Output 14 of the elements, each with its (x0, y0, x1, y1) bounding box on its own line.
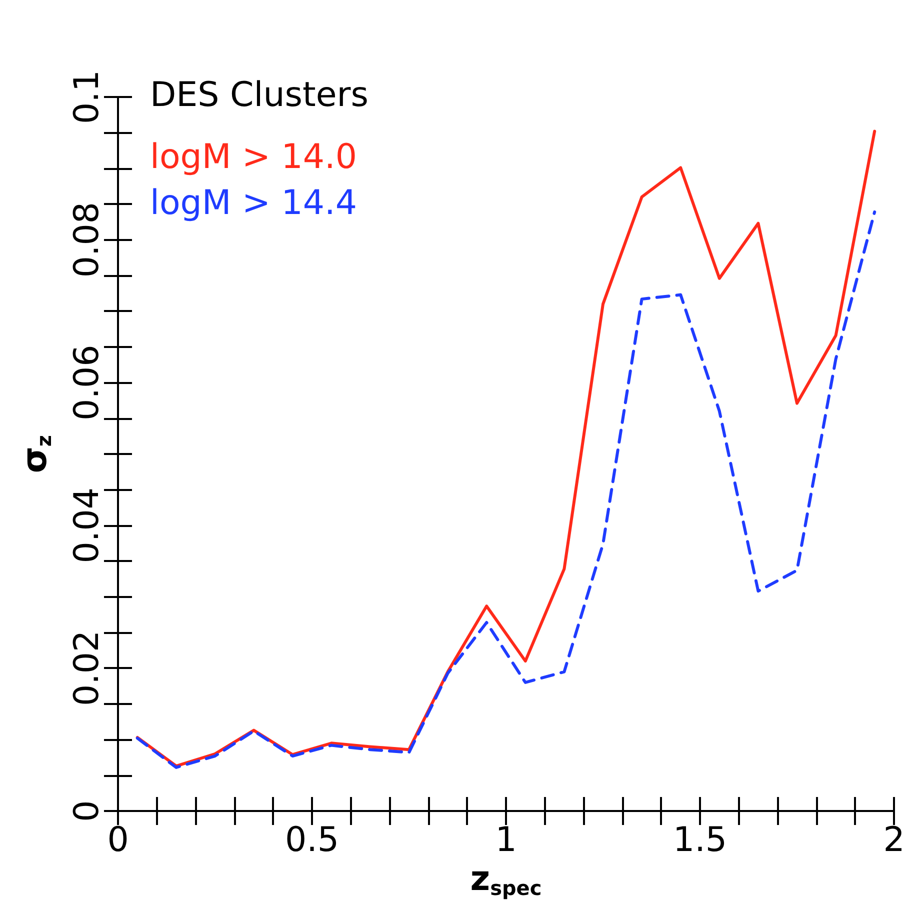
legend-title: DES Clusters (150, 75, 368, 115)
x-tick-label: 1 (495, 820, 517, 860)
y-tick-label: 0.08 (67, 202, 107, 278)
y-tick-label: 0 (67, 800, 107, 822)
y-tick-label: 0.1 (67, 70, 107, 124)
x-tick-label: 1.5 (672, 820, 728, 860)
x-tick-label: 2 (883, 820, 905, 860)
y-tick-label: 0.02 (67, 630, 107, 706)
x-tick-label: 0.5 (284, 820, 340, 860)
y-axis-title: σz (15, 434, 56, 474)
y-tick-label: 0.04 (67, 488, 107, 564)
text: logM > 14.0 (150, 137, 357, 177)
y-tick-label: 0.06 (67, 344, 107, 420)
text: logM > 14.4 (150, 183, 357, 223)
